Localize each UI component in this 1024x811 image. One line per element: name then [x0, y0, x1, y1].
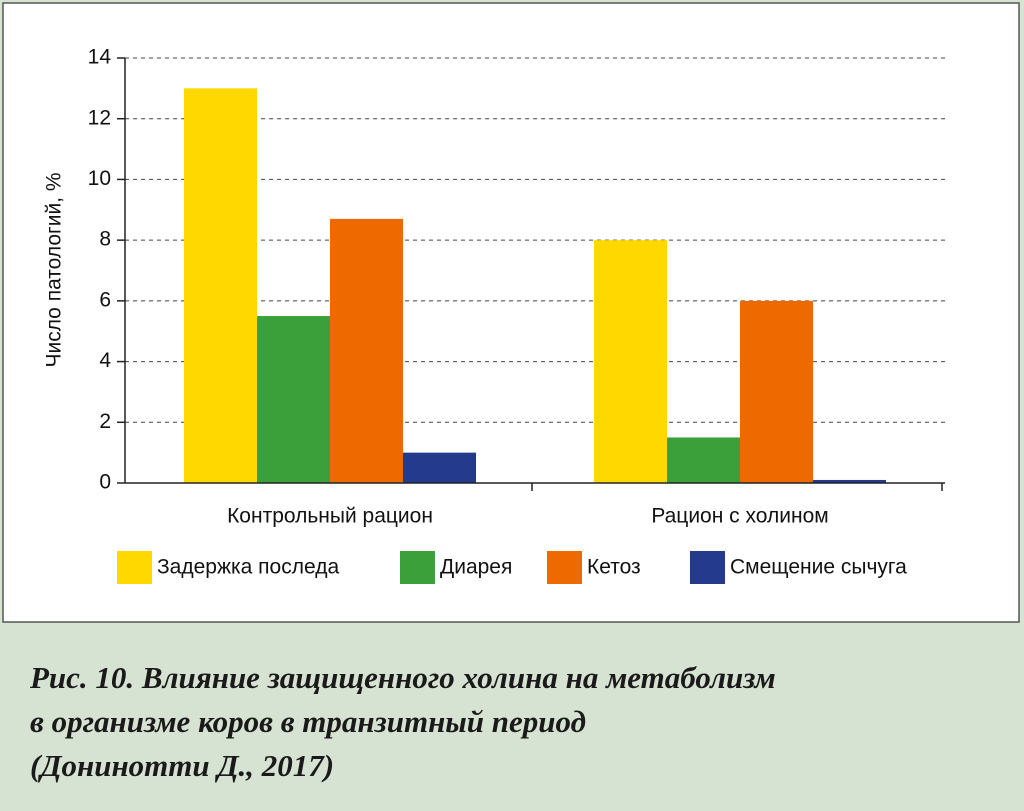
caption-line: Рис. 10. Влияние защищенного холина на м…	[29, 660, 776, 695]
bar	[740, 300, 813, 483]
y-tick-label: 4	[99, 349, 111, 372]
bar	[667, 437, 740, 483]
legend-swatch	[400, 551, 435, 584]
bar	[813, 479, 886, 483]
bar	[594, 240, 667, 483]
legend-swatch	[690, 551, 725, 584]
y-axis-label: Число патологий, %	[43, 172, 66, 367]
y-tick-label: 0	[99, 471, 111, 494]
x-tick-label: Рацион с холином	[651, 505, 828, 528]
legend-label: Смещение сычуга	[730, 556, 907, 579]
bar	[184, 88, 257, 483]
y-tick-label: 8	[99, 228, 111, 251]
bar	[257, 316, 330, 483]
y-tick-label: 10	[88, 167, 111, 190]
y-tick-label: 14	[88, 46, 112, 69]
chart-panel	[2, 2, 1020, 623]
legend-label: Диарея	[440, 556, 512, 579]
y-tick-label: 12	[88, 106, 111, 129]
bar	[403, 452, 476, 483]
y-tick-label: 6	[99, 288, 111, 311]
x-tick-label: Контрольный рацион	[227, 505, 433, 528]
legend-swatch	[117, 551, 152, 584]
bar	[330, 218, 403, 483]
legend-swatch	[547, 551, 582, 584]
caption-line: (Донинотти Д., 2017)	[30, 748, 334, 783]
legend-label: Задержка последа	[157, 556, 339, 579]
caption-line: в организме коров в транзитный период	[30, 704, 586, 739]
y-tick-label: 2	[99, 410, 111, 433]
legend-label: Кетоз	[587, 556, 641, 579]
